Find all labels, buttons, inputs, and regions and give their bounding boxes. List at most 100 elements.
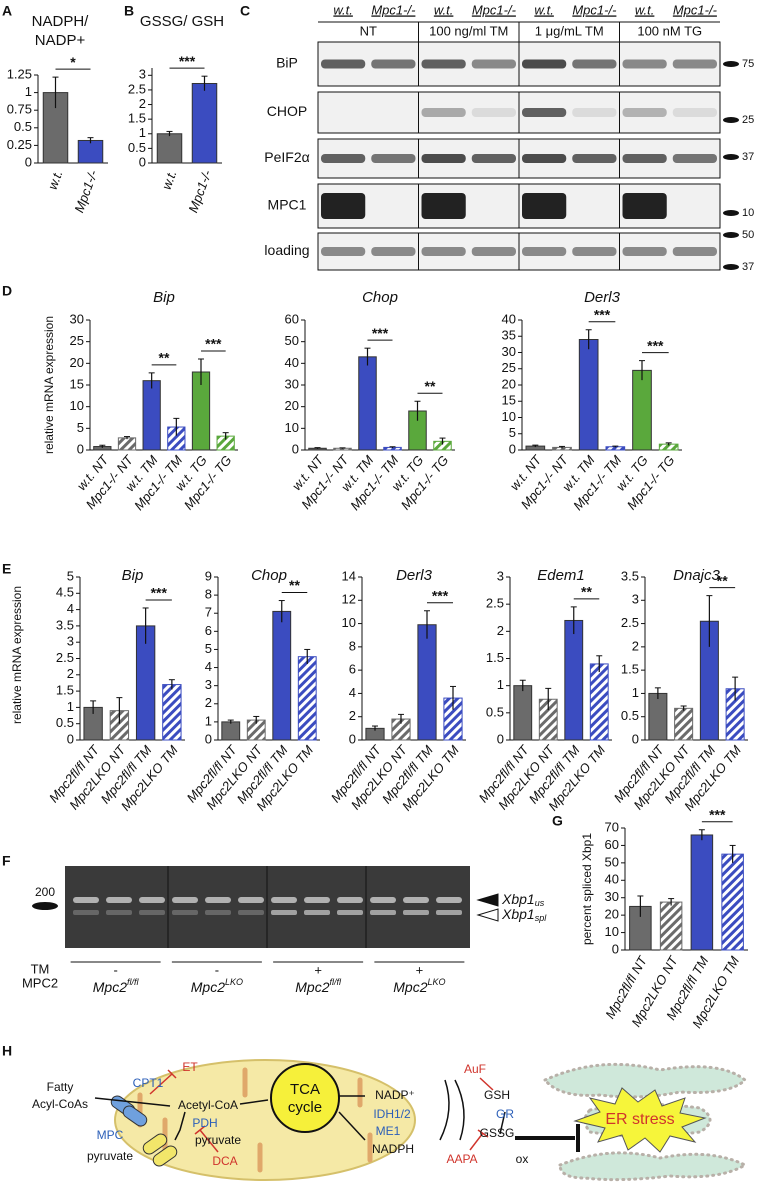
tm-sign: +: [314, 962, 322, 977]
genotype-label: Mpc2LKO: [393, 977, 445, 994]
bar: [589, 663, 609, 741]
gel-band: [106, 910, 132, 915]
genotype-main: Mpc2: [295, 979, 329, 995]
y-tick-label: 2.5: [486, 596, 504, 611]
chart-title: Bip: [153, 289, 175, 306]
pathway-label: TCA: [290, 1081, 320, 1098]
arrows: [94, 1079, 506, 1141]
blot-row-label: loading: [264, 242, 309, 258]
pathway-label: pyruvate: [195, 1133, 241, 1147]
y-tick-label: 9: [205, 568, 212, 583]
bar: [358, 356, 377, 451]
bar: [156, 133, 183, 164]
y-tick-label: 3: [632, 592, 639, 607]
panel-letter: B: [124, 3, 134, 19]
y-tick-label: 1.5: [128, 111, 146, 126]
y-tick-label: 3: [205, 677, 212, 692]
y-tick-label: 1.5: [486, 650, 504, 665]
y-tick-label: 4: [349, 685, 356, 700]
y-tick-label: 30: [285, 376, 299, 391]
y-tick-label: 40: [605, 872, 619, 887]
gel-band: [73, 910, 99, 915]
chart-title: GSSG/ GSH: [139, 13, 225, 30]
gel-band: [337, 897, 363, 903]
y-tick-label: 6: [349, 662, 356, 677]
gel-band: [172, 897, 198, 903]
significance-label: **: [425, 378, 436, 394]
gel-band: [238, 910, 264, 915]
pathway-label: PDH: [192, 1116, 217, 1130]
significance-label: ***: [432, 587, 449, 603]
gel-band: [271, 910, 297, 915]
bar: [117, 437, 137, 451]
significance-label: ***: [594, 306, 611, 322]
genotype-label: Mpc1-/-: [371, 2, 416, 17]
y-tick-label: 2: [497, 623, 504, 638]
band-label-main: Xbp1: [501, 906, 535, 922]
y-tick-label: 0: [612, 941, 619, 956]
bar: [674, 707, 694, 741]
gel-band: [370, 897, 396, 903]
pathway-label: pyruvate: [87, 1149, 133, 1163]
y-axis-label: percent spliced Xbp1: [580, 833, 594, 945]
gel-band: [403, 910, 429, 915]
y-tick-label: 50: [285, 333, 299, 348]
y-tick-label: 0: [77, 441, 84, 456]
bar: [690, 834, 714, 951]
y-tick-label: 1: [497, 677, 504, 692]
genotype-main: Mpc2: [191, 979, 225, 995]
bar: [142, 380, 161, 451]
gel-band: [271, 897, 297, 903]
genotype-main: Mpc2: [393, 979, 427, 995]
panel-letter: C: [240, 3, 250, 19]
gel-band: [139, 910, 165, 915]
y-tick-label: 60: [285, 311, 299, 326]
y-tick-label: 14: [342, 568, 356, 583]
marker-label: 50: [742, 229, 754, 241]
blot-band: [421, 154, 466, 163]
y-tick-label: 10: [70, 398, 84, 413]
blot-row-label: BiP: [276, 55, 298, 71]
y-tick-label: 8: [205, 587, 212, 602]
pathway-label: ET: [182, 1060, 198, 1074]
y-tick-label: 1: [67, 699, 74, 714]
gel-band: [304, 910, 330, 915]
blot-band: [471, 247, 516, 256]
y-tick-label: 50: [605, 854, 619, 869]
blot-band: [622, 193, 667, 219]
pathway-label: ER stress: [605, 1111, 674, 1128]
y-axis-label: relative mRNA expression: [42, 316, 56, 454]
pathway-label: GR: [496, 1107, 514, 1121]
blot-band: [622, 108, 667, 117]
y-tick-label: 2: [349, 708, 356, 723]
y-tick-label: 7: [205, 605, 212, 620]
blot-band: [572, 247, 617, 256]
blot-row-label: CHOP: [267, 103, 307, 119]
blot-band: [522, 193, 567, 219]
marker-blob: [723, 61, 739, 67]
y-tick-label: 20: [605, 907, 619, 922]
blot-band: [421, 193, 466, 219]
gel-row-label: TM: [31, 961, 50, 976]
genotype-sup: LKO: [427, 977, 445, 987]
x-tick-label: w.t.: [45, 168, 66, 191]
y-tick-label: 3.5: [621, 568, 639, 583]
bar: [417, 624, 437, 741]
cpt1-transporter: [122, 1105, 148, 1127]
y-tick-label: 0.5: [486, 704, 504, 719]
significance-label: ***: [372, 325, 389, 341]
genotype-label: Mpc1-/-: [673, 2, 718, 17]
significance-label: *: [70, 54, 76, 70]
bar: [272, 610, 292, 741]
blot-band: [471, 59, 516, 69]
gel-band: [205, 910, 231, 915]
y-tick-label: 70: [605, 819, 619, 834]
pathway-label: CPT1: [133, 1076, 164, 1090]
y-tick-label: 2.5: [621, 615, 639, 630]
blot-row-label: PeIF2α: [264, 149, 309, 165]
y-tick-label: 40: [502, 311, 516, 326]
marker-blob: [32, 902, 58, 910]
marker-blob: [723, 117, 739, 123]
y-tick-label: 10: [605, 924, 619, 939]
